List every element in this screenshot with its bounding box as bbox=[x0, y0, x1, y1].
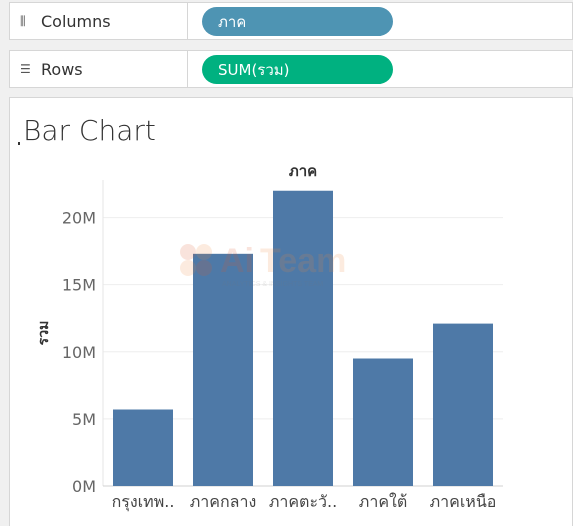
columns-pill[interactable]: ภาค bbox=[202, 7, 393, 36]
y-tick-label: 5M bbox=[72, 410, 96, 429]
y-axis-label: รวม bbox=[36, 321, 52, 346]
y-tick-label: 15M bbox=[62, 276, 96, 295]
bar bbox=[113, 409, 173, 486]
rows-shelf-label: ☰ Rows bbox=[10, 51, 188, 87]
x-tick-label: ภาคใต้ bbox=[359, 492, 407, 511]
x-tick-label: กรุงเทพ.. bbox=[112, 492, 175, 512]
bar bbox=[353, 358, 413, 486]
bar bbox=[273, 190, 333, 486]
rows-icon: ☰ bbox=[20, 62, 31, 76]
x-tick-label: ภาคตะวั.. bbox=[269, 492, 337, 511]
bar bbox=[193, 253, 253, 486]
columns-shelf-label: ⫼ Columns bbox=[10, 3, 188, 39]
bar bbox=[433, 323, 493, 486]
y-tick-label: 0M bbox=[72, 477, 96, 496]
x-tick-label: ภาคกลาง bbox=[190, 492, 257, 511]
x-tick-label: ภาคเหนือ bbox=[430, 492, 497, 511]
rows-pill[interactable]: SUM(รวม) bbox=[202, 55, 393, 84]
rows-shelf[interactable]: ☰ Rows SUM(รวม) bbox=[9, 50, 573, 88]
text-cursor bbox=[18, 142, 20, 145]
columns-shelf[interactable]: ⫼ Columns ภาค bbox=[9, 2, 573, 40]
columns-label: Columns bbox=[41, 11, 111, 31]
columns-icon: ⫼ bbox=[20, 13, 26, 28]
y-tick-label: 10M bbox=[62, 343, 96, 362]
y-tick-label: 20M bbox=[62, 209, 96, 228]
column-header: ภาค bbox=[289, 162, 317, 180]
rows-label: Rows bbox=[41, 59, 83, 79]
sheet-title[interactable]: Bar Chart bbox=[23, 114, 156, 147]
